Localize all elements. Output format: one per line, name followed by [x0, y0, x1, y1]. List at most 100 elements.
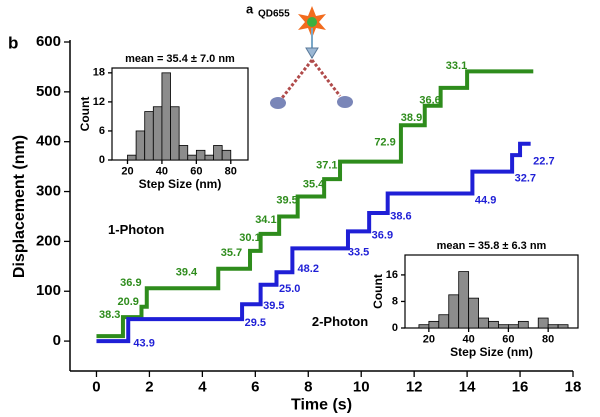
histogram-bar: [213, 145, 223, 161]
x-axis-title: Time (s): [291, 397, 352, 414]
y-tick-label: 400: [36, 133, 61, 150]
step-trace: [96, 141, 531, 344]
y-tick-label: 0: [99, 154, 105, 166]
histogram-bar: [428, 320, 440, 329]
step-label: 20.9: [118, 296, 139, 308]
step-label: 43.9: [133, 337, 154, 349]
step-label: 29.5: [245, 317, 266, 329]
histogram-bar: [144, 111, 154, 161]
x-axis-title: Step Size (nm): [450, 345, 533, 359]
x-tick-label: 80: [542, 334, 554, 346]
histogram-bar: [557, 324, 569, 329]
annotation: 2-Photon: [312, 314, 368, 329]
y-axis-title: Count: [371, 274, 385, 309]
histogram-bar: [508, 324, 519, 329]
x-tick-label: 8: [304, 378, 312, 395]
histogram-bar: [438, 314, 450, 329]
step-trace: [96, 69, 534, 339]
x-tick-label: 60: [502, 334, 514, 346]
histogram-bar: [127, 154, 137, 161]
quantum-dot: [307, 17, 317, 27]
step-label: 72.9: [374, 137, 395, 149]
x-tick-label: 18: [565, 378, 582, 395]
histogram-bar: [418, 324, 430, 329]
step-label: 39.5: [276, 194, 297, 206]
histogram-bar: [517, 320, 529, 329]
histogram-bar: [448, 294, 460, 329]
step-label: 33.1: [446, 60, 467, 72]
y-tick-label: 200: [36, 232, 61, 249]
x-tick-label: 16: [512, 378, 529, 395]
step-label: 44.9: [475, 194, 496, 206]
molecule-diagram: [270, 6, 353, 109]
step-label: 38.3: [99, 309, 120, 321]
histogram-bar: [478, 317, 489, 329]
inset-frame: [404, 254, 579, 329]
x-tick-label: 10: [353, 378, 370, 395]
panel-label: b: [8, 33, 18, 52]
x-tick-label: 4: [198, 378, 207, 395]
step-label: 35.7: [221, 247, 242, 259]
panel-label: a: [246, 1, 254, 16]
y-tick-label: 0: [53, 332, 61, 349]
annotation: 1-Photon: [108, 222, 164, 237]
step-label: 36.9: [372, 229, 393, 241]
histogram-bar: [537, 317, 549, 329]
step-label: 30.1: [239, 232, 260, 244]
y-tick-label: 0: [392, 322, 398, 334]
step-label: 32.7: [515, 172, 536, 184]
y-axis-title: Displacement (nm): [11, 135, 28, 278]
x-tick-label: 12: [406, 378, 423, 395]
histogram-bar: [187, 154, 197, 161]
inset-title: mean = 35.4 ± 7.0 nm: [125, 53, 235, 65]
x-tick-label: 0: [92, 378, 100, 395]
histogram-bar: [488, 320, 499, 329]
histogram-bar: [161, 72, 171, 161]
diagram-text: QD655: [258, 9, 290, 20]
step-label: 36.9: [120, 277, 141, 289]
step-label: 22.7: [533, 156, 554, 168]
y-tick-label: 600: [36, 33, 61, 50]
step-label: 38.6: [390, 210, 411, 222]
x-tick-label: 6: [251, 378, 259, 395]
step-label: 39.4: [176, 267, 198, 279]
step-label: 35.4: [303, 178, 325, 190]
motor-head: [337, 96, 353, 108]
y-tick-label: 500: [36, 83, 61, 100]
histogram-bar: [152, 106, 163, 161]
histogram-bar: [221, 149, 232, 161]
histogram-bar: [468, 297, 479, 329]
histogram-bar: [547, 324, 559, 329]
y-tick-label: 8: [392, 295, 398, 307]
y-tick-label: 18: [93, 67, 105, 79]
step-label: 34.1: [255, 214, 276, 226]
inset-title: mean = 35.8 ± 6.3 nm: [437, 240, 547, 252]
x-tick-label: 60: [190, 166, 202, 178]
x-tick-label: 14: [459, 378, 476, 395]
histogram-bar: [195, 149, 206, 161]
lever-arm: [280, 59, 314, 99]
x-tick-label: 40: [463, 334, 475, 346]
step-label: 33.5: [348, 246, 369, 258]
y-axis-title: Count: [78, 97, 92, 132]
histogram-bar: [135, 130, 146, 161]
histogram-bar: [458, 271, 470, 329]
y-tick-label: 100: [36, 282, 61, 299]
x-tick-label: 2: [145, 378, 153, 395]
step-label: 25.0: [279, 283, 300, 295]
step-label: 38.9: [401, 112, 422, 124]
histogram-bar: [178, 145, 189, 161]
lever-arm: [310, 59, 342, 97]
motor-head: [270, 97, 286, 109]
x-axis-title: Step Size (nm): [139, 177, 222, 191]
x-tick-label: 40: [156, 166, 168, 178]
histogram-bar: [204, 154, 214, 161]
y-tick-label: 12: [93, 96, 105, 108]
step-label: 39.5: [263, 300, 284, 312]
step-label: 37.1: [316, 160, 337, 172]
step-label: 48.2: [298, 263, 319, 275]
histogram-bar: [170, 106, 180, 161]
histogram-bar: [498, 324, 509, 329]
